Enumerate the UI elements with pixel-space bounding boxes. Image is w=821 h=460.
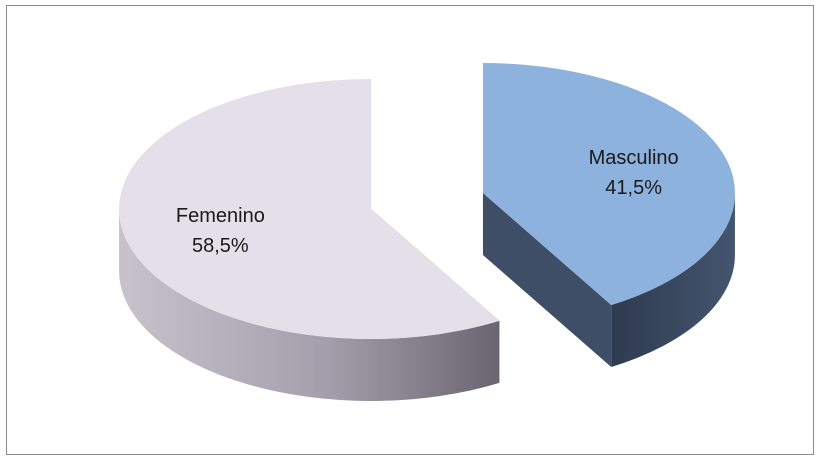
slice-value-femenino: 58,5% <box>192 235 249 257</box>
slice-label-femenino: Femenino <box>176 205 265 227</box>
slice-label-masculino: Masculino <box>589 147 679 169</box>
slice-masculino-side <box>611 193 735 367</box>
slice-femenino-side <box>119 208 500 401</box>
slice-masculino <box>482 63 735 305</box>
chart-area: Masculino 41,5% Femenino 58,5% <box>6 5 814 455</box>
slice-femenino <box>119 78 500 339</box>
slice-masculino-wall-end <box>482 193 612 367</box>
slice-value-masculino: 41,5% <box>605 177 662 199</box>
pie-chart: Masculino 41,5% Femenino 58,5% <box>119 63 735 401</box>
